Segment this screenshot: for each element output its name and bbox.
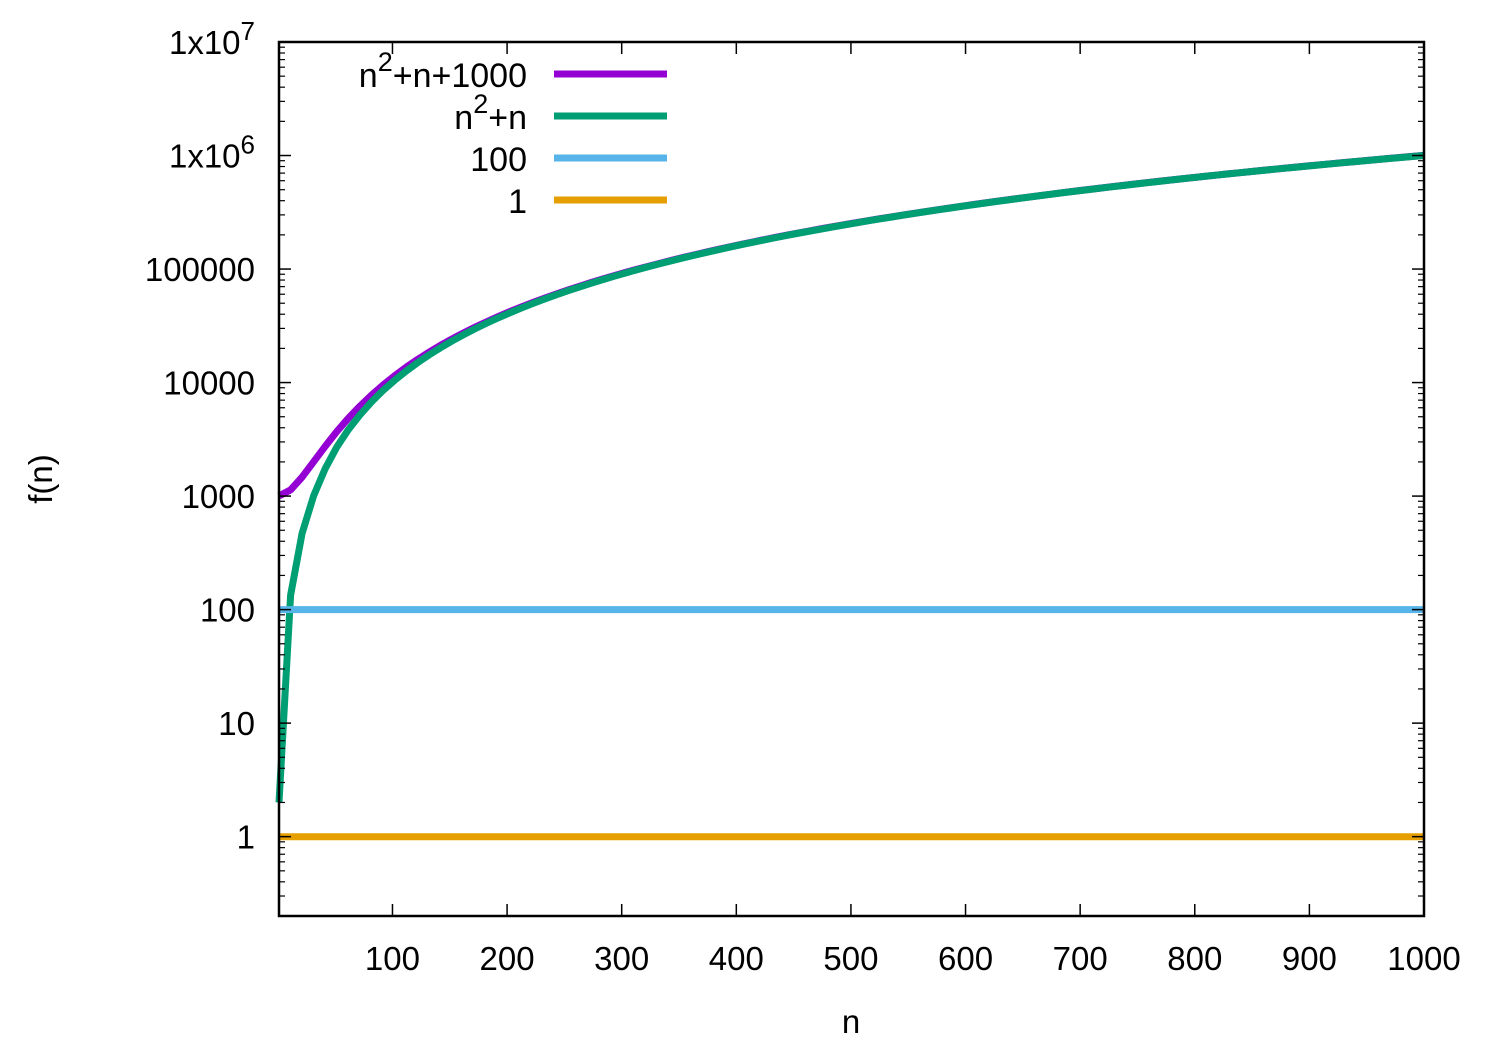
x-tick-label: 500 bbox=[823, 940, 878, 977]
y-tick-label: 1x106 bbox=[169, 130, 255, 175]
y-axis-title: f(n) bbox=[22, 454, 59, 504]
x-tick-label: 900 bbox=[1282, 940, 1337, 977]
x-axis-title: n bbox=[842, 1003, 860, 1040]
y-tick-label: 100 bbox=[200, 592, 255, 629]
x-tick-label: 400 bbox=[709, 940, 764, 977]
series-layer bbox=[275, 151, 1425, 841]
legend-label: n2+n+1000 bbox=[359, 47, 527, 95]
x-tick-label: 100 bbox=[365, 940, 420, 977]
x-tick-label: 800 bbox=[1167, 940, 1222, 977]
legend-label: 100 bbox=[470, 141, 527, 179]
x-tick-label: 600 bbox=[938, 940, 993, 977]
y-tick-label: 1x107 bbox=[169, 16, 255, 61]
legend-label: 1 bbox=[508, 183, 527, 221]
y-tick-label: 10000 bbox=[163, 365, 255, 402]
legend-label: n2+n bbox=[454, 89, 527, 137]
x-tick-label: 300 bbox=[594, 940, 649, 977]
y-tick-label: 1 bbox=[237, 819, 255, 856]
x-tick-label: 1000 bbox=[1387, 940, 1460, 977]
y-tick-label: 10 bbox=[218, 705, 255, 742]
series-line-1 bbox=[275, 152, 1425, 803]
y-tick-label: 1000 bbox=[182, 478, 255, 515]
x-tick-label: 200 bbox=[480, 940, 535, 977]
series-line-0 bbox=[277, 151, 1425, 500]
ticks-layer: 100 200 300 400 500 600 700 800 900 1000 1 10 100 100… bbox=[145, 16, 1461, 977]
x-tick-label: 700 bbox=[1053, 940, 1108, 977]
y-tick-label: 100000 bbox=[145, 251, 255, 288]
